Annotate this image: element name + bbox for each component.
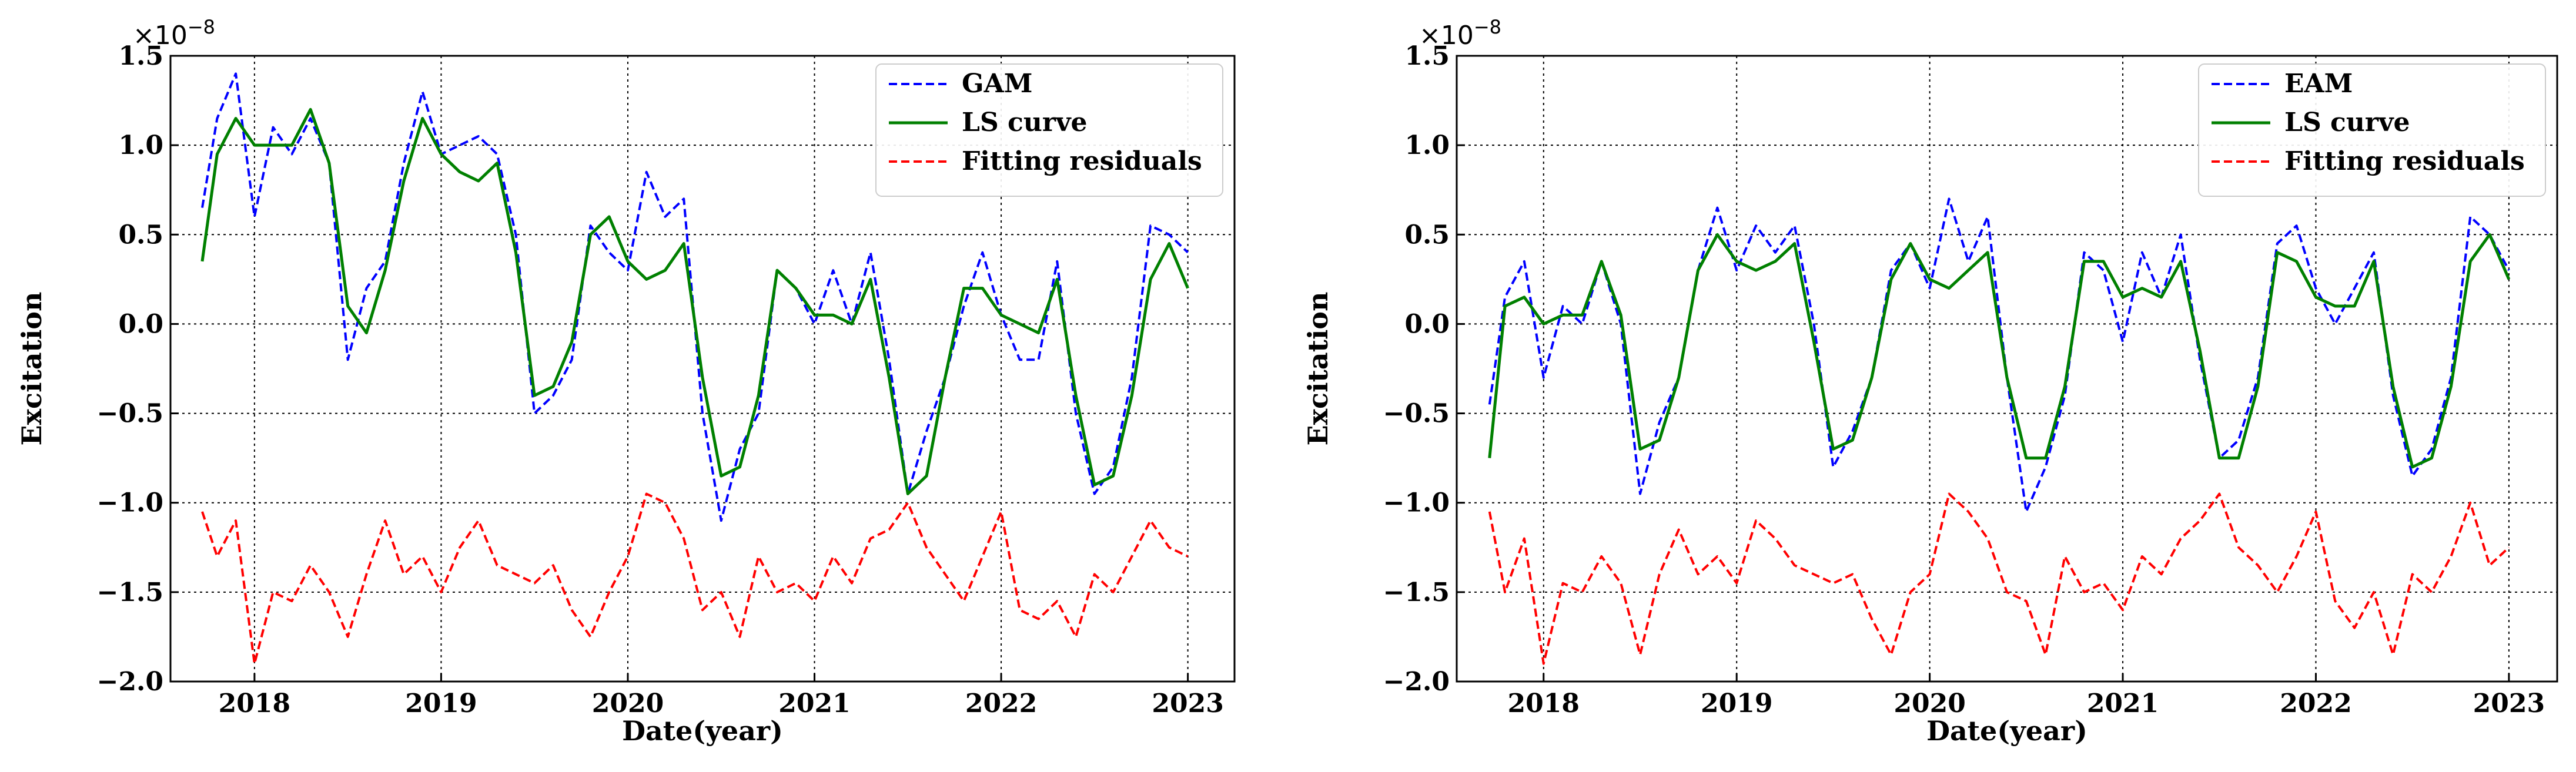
y-tick-label: 0.5	[118, 220, 163, 250]
y-tick-label: −2.0	[1383, 667, 1450, 697]
y-tick-label: 1.0	[118, 130, 163, 160]
x-axis-label: Date(year)	[1926, 715, 2087, 747]
y-tick-label: 1.5	[118, 41, 163, 71]
x-tick-label: 2019	[1701, 689, 1772, 719]
legend: GAM LS curve Fitting residuals	[875, 63, 1223, 197]
y-offset-label: ×10−8	[1419, 16, 1501, 51]
x-tick-label: 2022	[965, 689, 1037, 719]
axes-frame	[169, 55, 1236, 683]
y-tick-label: −1.5	[1383, 578, 1450, 607]
legend-box	[2198, 63, 2546, 197]
y-tick-label: 0.0	[1404, 309, 1450, 339]
plot-area	[1488, 197, 2511, 665]
x-tick-label: 2023	[2473, 689, 2545, 719]
series-line-fitting-residuals	[201, 492, 1189, 665]
legend-label: Fitting residuals	[962, 146, 1202, 176]
y-axis-label: Excitation	[16, 292, 48, 446]
x-tick-label: 2020	[1893, 689, 1965, 719]
legend-label: Fitting residuals	[2284, 146, 2525, 176]
chart-panel-2: 2018 2019 2020 2021 2022 2023 −2.0 −1.5 −1.0 −0.5…	[1302, 16, 2558, 747]
y-tick-label: −1.0	[1383, 488, 1450, 518]
x-tick-label: 2018	[219, 689, 290, 719]
x-tick-label: 2021	[778, 689, 850, 719]
legend: EAM LS curve Fitting residuals	[2198, 63, 2546, 197]
y-tick-label: −1.0	[97, 488, 163, 518]
y-axis-label: Excitation	[1302, 292, 1334, 446]
x-tick-label: 2018	[1508, 689, 1580, 719]
legend-box	[875, 63, 1223, 197]
x-tick-label: 2020	[592, 689, 664, 719]
y-tick-label: 0.5	[1404, 220, 1450, 250]
y-tick-label: 0.0	[118, 309, 163, 339]
x-tick-label: 2023	[1152, 689, 1223, 719]
series-line-fitting-residuals	[1488, 492, 2510, 665]
x-tick-label: 2021	[2087, 689, 2159, 719]
x-axis-label: Date(year)	[622, 715, 783, 747]
series-line-gam	[201, 72, 1189, 522]
y-offset-exponent: −8	[188, 16, 215, 38]
series-line-ls-curve	[200, 108, 1189, 495]
y-tick-label: −0.5	[97, 399, 163, 429]
x-tick-label: 2022	[2280, 689, 2351, 719]
legend-label: GAM	[962, 69, 1032, 99]
series-line-eam	[1488, 197, 2510, 513]
plot-area	[200, 72, 1189, 665]
y-tick-label: −2.0	[97, 667, 163, 697]
series-line-ls-curve	[1488, 233, 2511, 469]
legend-label: LS curve	[962, 108, 1088, 137]
y-offset-exponent: −8	[1474, 16, 1501, 38]
legend-label: LS curve	[2284, 108, 2410, 137]
y-offset-label: ×10−8	[133, 16, 215, 51]
axes-frame	[1456, 55, 2558, 683]
y-tick-label: −0.5	[1383, 399, 1450, 429]
x-tick-label: 2019	[405, 689, 477, 719]
y-tick-label: 1.0	[1404, 130, 1450, 160]
y-tick-label: 1.5	[1404, 41, 1450, 71]
legend-label: EAM	[2284, 69, 2353, 99]
y-tick-label: −1.5	[97, 578, 163, 607]
chart-panel-1: 2018 2019 2020 2021 2022 2023 −2.0 −1.5 −1.0 −0.5…	[16, 16, 1236, 747]
